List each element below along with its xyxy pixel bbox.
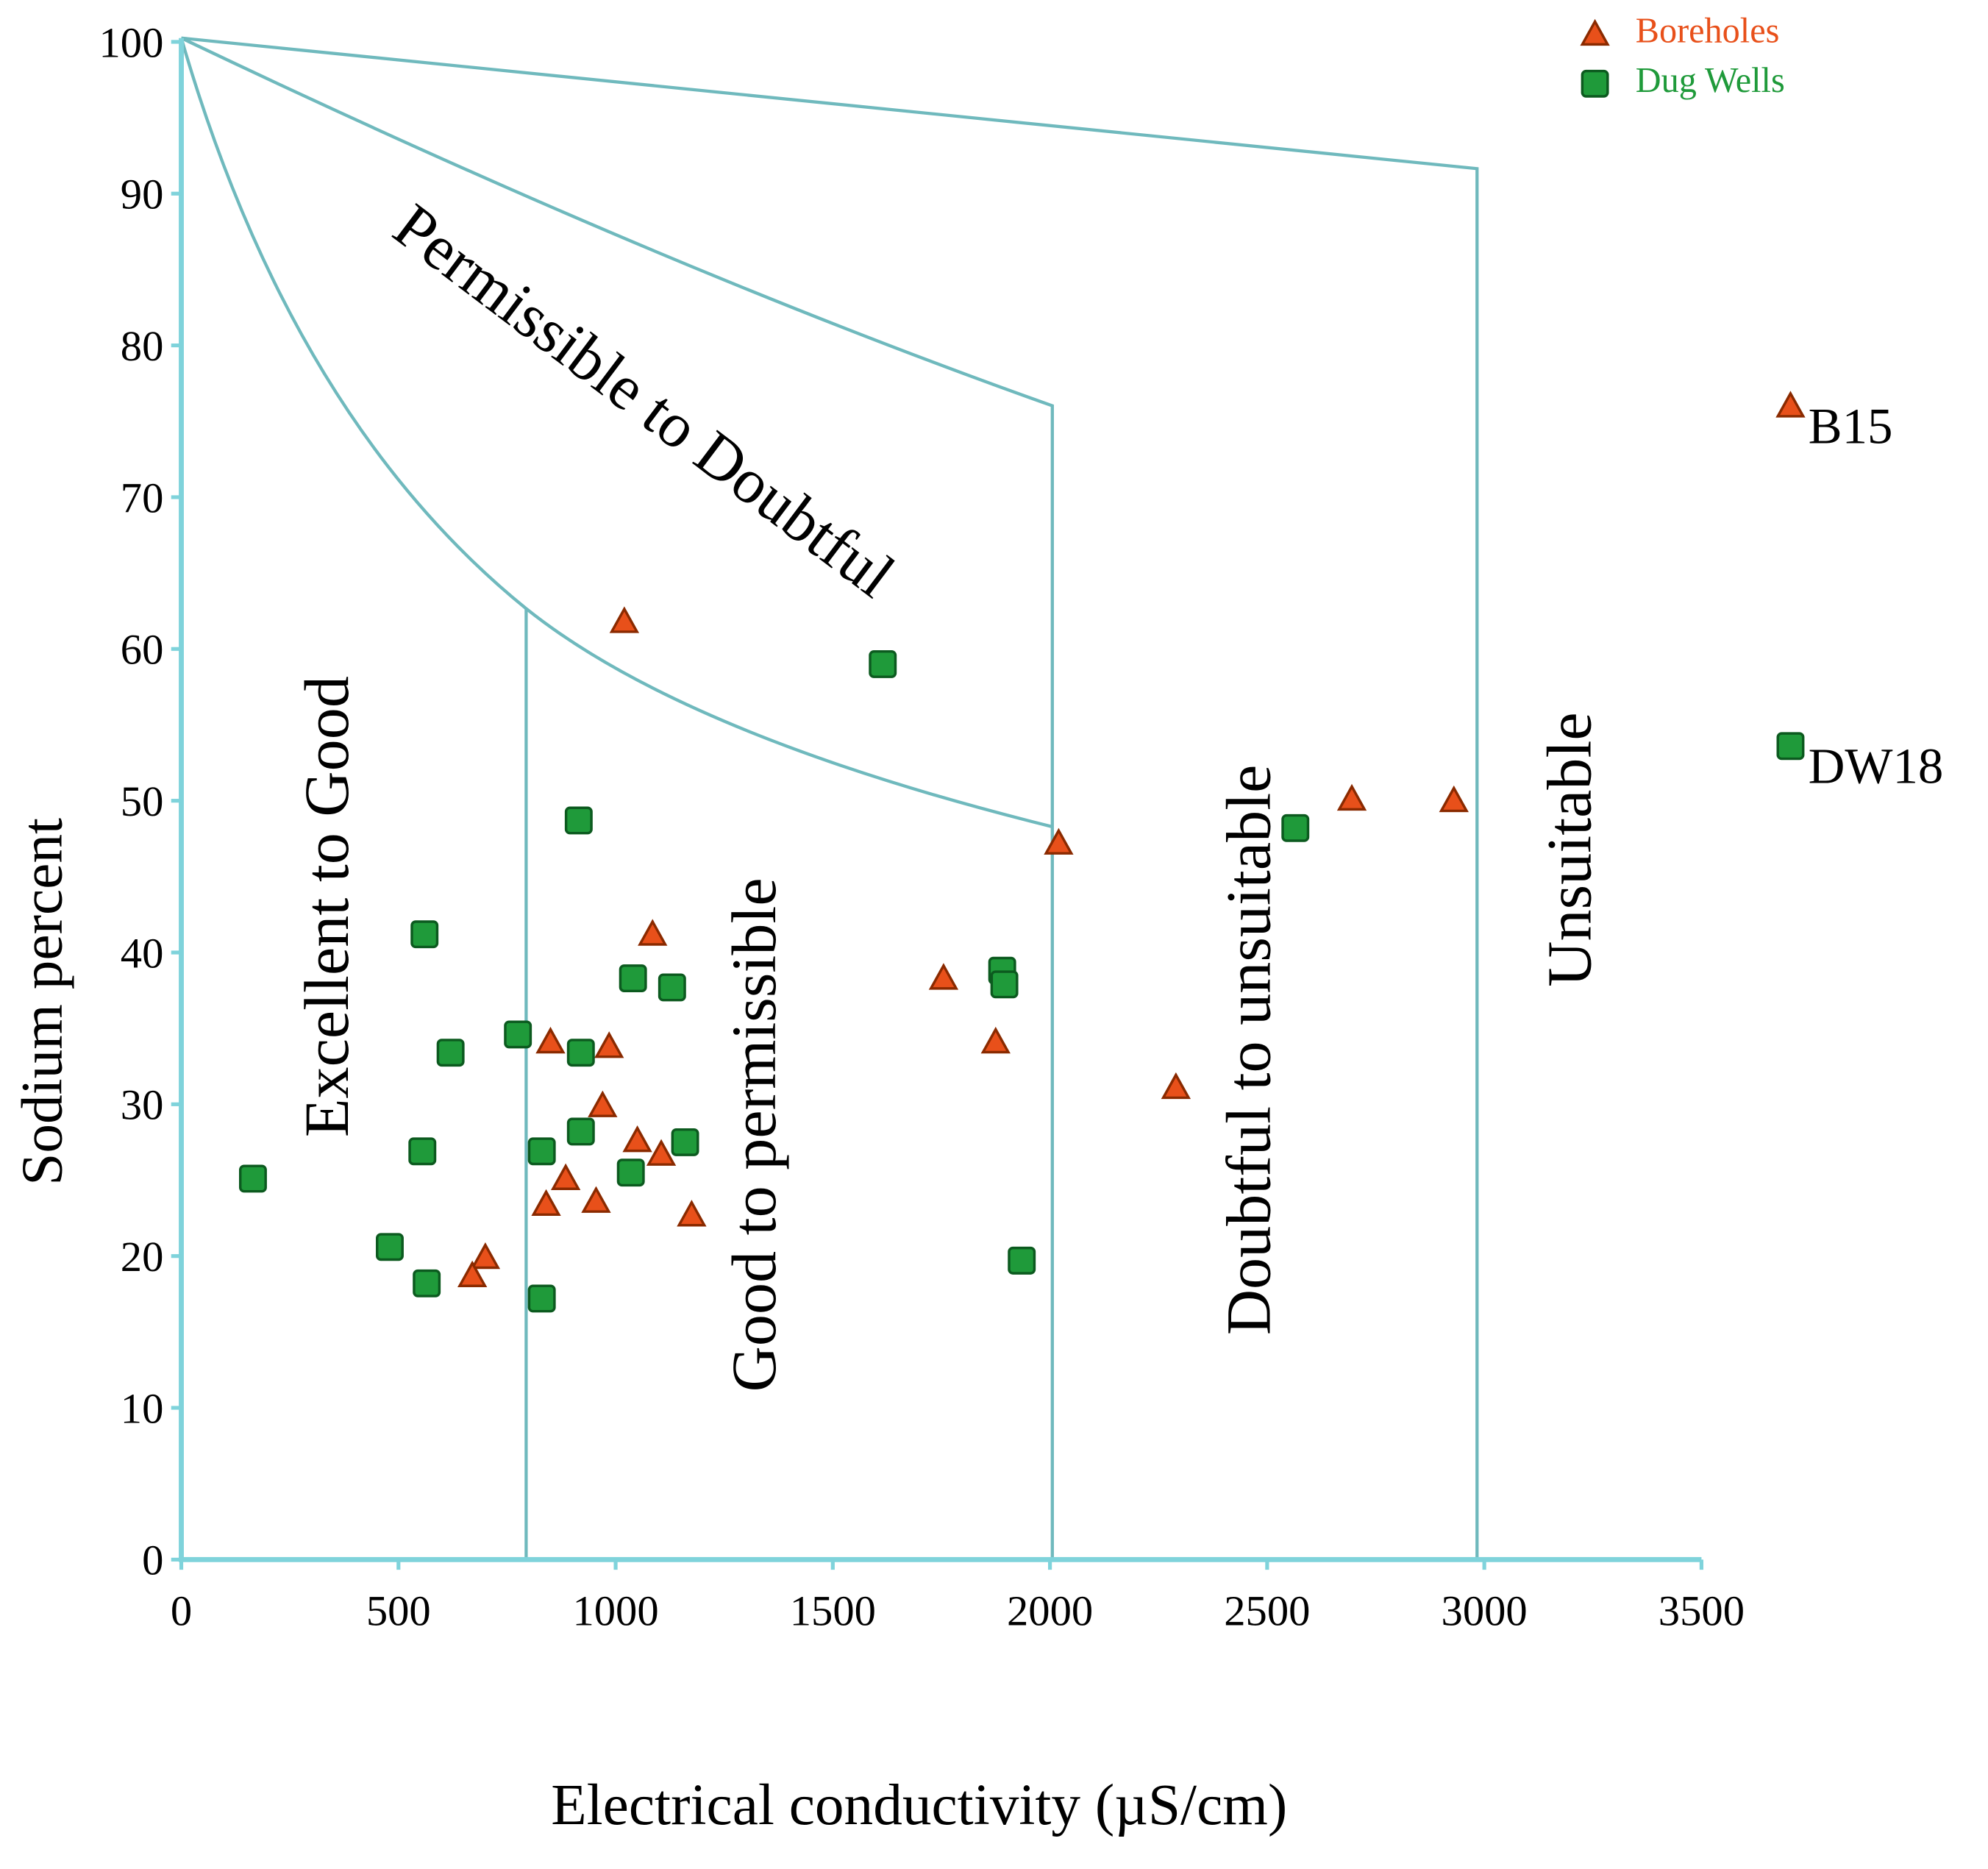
point — [990, 970, 1019, 999]
x-tick-label: 0 — [171, 1587, 192, 1635]
point — [376, 1233, 404, 1261]
zone-label: Excellent to Good — [291, 676, 362, 1137]
y-tick-label: 90 — [121, 171, 164, 218]
legend-marker — [1580, 18, 1610, 46]
point — [1161, 1072, 1191, 1100]
x-tick-label: 3000 — [1442, 1587, 1528, 1635]
point — [410, 920, 439, 949]
zone-boundary — [181, 36, 1479, 1560]
point — [527, 1137, 556, 1166]
y-tick-label: 10 — [121, 1384, 164, 1432]
zone-label: Unsuitable — [1534, 712, 1605, 986]
x-tick-label: 500 — [366, 1587, 431, 1635]
y-tick-label: 40 — [121, 929, 164, 977]
x-axis-title: Electrical conductivity (µS/cm) — [551, 1773, 1287, 1837]
point — [527, 1284, 556, 1313]
point — [1008, 1246, 1036, 1275]
y-tick-label: 20 — [121, 1233, 164, 1281]
point — [470, 1242, 501, 1270]
legend-label: Boreholes — [1636, 12, 1780, 51]
zone-label: Doubtful to unsuitable — [1213, 765, 1283, 1336]
zone-boundary — [179, 38, 1053, 829]
point — [616, 1158, 645, 1187]
x-tick-label: 2500 — [1224, 1587, 1310, 1635]
y-tick-label: 70 — [121, 474, 164, 521]
point — [677, 1200, 707, 1227]
point — [1336, 783, 1367, 811]
legend-marker — [1581, 69, 1609, 98]
zone-label: Good to permissible — [719, 877, 789, 1392]
y-tick-label: 50 — [121, 777, 164, 825]
point — [928, 963, 959, 990]
y-axis-title: Sodium percent — [10, 818, 75, 1186]
point — [588, 1090, 618, 1117]
point — [594, 1031, 624, 1058]
x-tick-label: 1000 — [572, 1587, 658, 1635]
point — [408, 1137, 437, 1166]
point — [550, 1163, 581, 1190]
point — [436, 1039, 465, 1067]
zone-boundary — [180, 36, 1054, 1560]
point — [504, 1020, 532, 1049]
point — [671, 1128, 699, 1156]
y-tick-label: 100 — [99, 18, 163, 66]
point — [609, 606, 640, 633]
point — [638, 919, 668, 946]
point — [564, 806, 593, 835]
point — [646, 1139, 677, 1166]
point — [1439, 785, 1469, 813]
point — [457, 1260, 488, 1288]
x-tick-label: 2000 — [1007, 1587, 1093, 1635]
point — [1776, 732, 1805, 761]
x-tick-label: 1500 — [790, 1587, 876, 1635]
point — [622, 1125, 652, 1153]
point — [566, 1117, 595, 1146]
point — [531, 1189, 561, 1217]
point — [238, 1164, 267, 1193]
point — [658, 973, 686, 1002]
point — [869, 649, 897, 678]
point — [1281, 814, 1310, 842]
legend-label: Dug Wells — [1636, 61, 1785, 100]
y-tick-label: 30 — [121, 1081, 164, 1129]
y-tick-label: 60 — [121, 626, 164, 674]
x-tick-label: 3500 — [1659, 1587, 1745, 1635]
point — [1044, 827, 1074, 855]
point-label: DW18 — [1809, 738, 1944, 794]
point — [980, 1026, 1011, 1054]
point — [581, 1186, 611, 1213]
point — [619, 964, 647, 993]
y-tick-label: 80 — [121, 322, 164, 370]
point-label: B15 — [1809, 398, 1893, 454]
y-tick-label: 0 — [142, 1537, 163, 1584]
point — [535, 1026, 566, 1054]
point — [566, 1039, 595, 1067]
point — [413, 1269, 441, 1297]
point — [1775, 391, 1806, 418]
